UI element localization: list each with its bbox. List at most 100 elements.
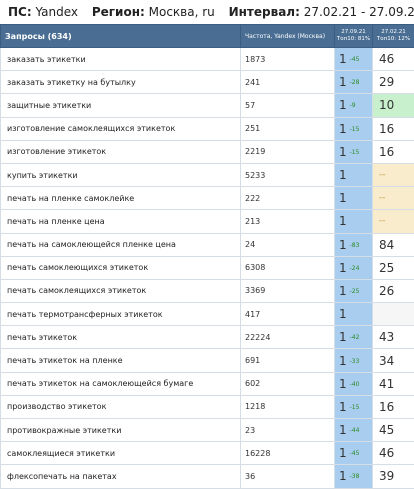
query-cell: самоклеящиеся этикетки	[1, 442, 241, 465]
col-header-position-previous-top10: Топ10: 12%	[374, 36, 413, 43]
position-previous-cell: --	[373, 187, 414, 210]
position-delta: -9	[350, 102, 356, 109]
frequency-cell: 5233	[241, 163, 335, 186]
position-current-value: 1	[339, 238, 347, 252]
position-delta: -15	[350, 126, 360, 133]
col-header-query[interactable]: Запросы (634)	[1, 25, 241, 48]
position-delta: -15	[350, 149, 360, 156]
position-current-value: 1	[339, 214, 347, 228]
query-cell: заказать этикетку на бутылку	[1, 71, 241, 94]
frequency-cell: 251	[241, 117, 335, 140]
frequency-cell: 6308	[241, 256, 335, 279]
query-cell: печать термотрансферных этикеток	[1, 303, 241, 326]
position-previous-cell: 26	[373, 279, 414, 302]
position-previous-cell	[373, 303, 414, 326]
position-current-value: 1	[339, 145, 347, 159]
query-cell: флексопечать на пакетах	[1, 465, 241, 488]
col-header-position-current[interactable]: 27.09.21 Топ10: 81%	[335, 25, 373, 48]
col-header-position-previous[interactable]: 27.02.21 Топ10: 12%	[373, 25, 414, 48]
frequency-cell: 36	[241, 465, 335, 488]
query-cell: печать на пленке цена	[1, 210, 241, 233]
query-cell: защитные этикетки	[1, 94, 241, 117]
position-previous-cell: 34	[373, 349, 414, 372]
position-delta: -45	[350, 56, 360, 63]
interval-label: Интервал:	[229, 5, 300, 19]
position-current-cell: 1-33	[335, 349, 373, 372]
query-cell: заказать этикетки	[1, 48, 241, 71]
query-cell: печать самоклеющихся этикеток	[1, 256, 241, 279]
position-previous-cell: 39	[373, 465, 414, 488]
position-current-value: 1	[339, 400, 347, 414]
position-previous-cell: --	[373, 210, 414, 233]
col-header-frequency[interactable]: Частота, Yandex (Москва)	[241, 25, 335, 48]
col-header-position-current-top10: Топ10: 81%	[336, 36, 371, 43]
frequency-cell: 1873	[241, 48, 335, 71]
position-current-value: 1	[339, 168, 347, 182]
position-previous-cell: 45	[373, 419, 414, 442]
position-current-cell: 1-15	[335, 395, 373, 418]
position-current-cell: 1-38	[335, 465, 373, 488]
position-delta: -83	[350, 242, 360, 249]
position-delta: -24	[350, 265, 360, 272]
position-delta: -33	[350, 358, 360, 365]
position-delta: -15	[350, 404, 360, 411]
col-header-position-current-date: 27.09.21	[336, 29, 371, 36]
position-current-cell: 1-45	[335, 442, 373, 465]
col-header-position-previous-date: 27.02.21	[374, 29, 413, 36]
query-cell: изготовление самоклеящихся этикеток	[1, 117, 241, 140]
position-delta: -44	[350, 427, 360, 434]
position-current-cell: 1-40	[335, 372, 373, 395]
position-current-cell: 1-15	[335, 140, 373, 163]
query-cell: изготовление этикеток	[1, 140, 241, 163]
position-delta: -42	[350, 334, 360, 341]
position-current-value: 1	[339, 423, 347, 437]
position-current-cell: 1	[335, 163, 373, 186]
positions-table: Запросы (634) Частота, Yandex (Москва) 2…	[0, 24, 414, 489]
region-label: Регион:	[92, 5, 145, 19]
query-cell: печать этикеток	[1, 326, 241, 349]
position-current-value: 1	[339, 469, 347, 483]
position-current-cell: 1-24	[335, 256, 373, 279]
frequency-cell: 691	[241, 349, 335, 372]
query-cell: печать на пленке самоклейке	[1, 187, 241, 210]
query-cell: печать этикеток на пленке	[1, 349, 241, 372]
frequency-cell: 222	[241, 187, 335, 210]
position-previous-cell: 43	[373, 326, 414, 349]
position-current-cell: 1-25	[335, 279, 373, 302]
position-previous-cell: 10	[373, 94, 414, 117]
position-current-value: 1	[339, 98, 347, 112]
query-cell: противокражные этикетки	[1, 419, 241, 442]
region-value: Москва, ru	[149, 5, 215, 19]
frequency-cell: 2219	[241, 140, 335, 163]
interval-value: 27.02.21 - 27.09.21	[304, 5, 414, 19]
position-current-value: 1	[339, 122, 347, 136]
position-current-cell: 1-83	[335, 233, 373, 256]
ps-value: Yandex	[35, 5, 78, 19]
position-previous-cell: 46	[373, 442, 414, 465]
position-previous-cell: 25	[373, 256, 414, 279]
frequency-cell: 22224	[241, 326, 335, 349]
position-delta: -25	[350, 288, 360, 295]
position-previous-cell: 46	[373, 48, 414, 71]
position-previous-cell: 16	[373, 117, 414, 140]
position-current-cell: 1-44	[335, 419, 373, 442]
position-previous-cell: 29	[373, 71, 414, 94]
position-current-value: 1	[339, 330, 347, 344]
position-previous-cell: 16	[373, 140, 414, 163]
position-previous-cell: 16	[373, 395, 414, 418]
frequency-cell: 417	[241, 303, 335, 326]
position-delta: -38	[350, 473, 360, 480]
